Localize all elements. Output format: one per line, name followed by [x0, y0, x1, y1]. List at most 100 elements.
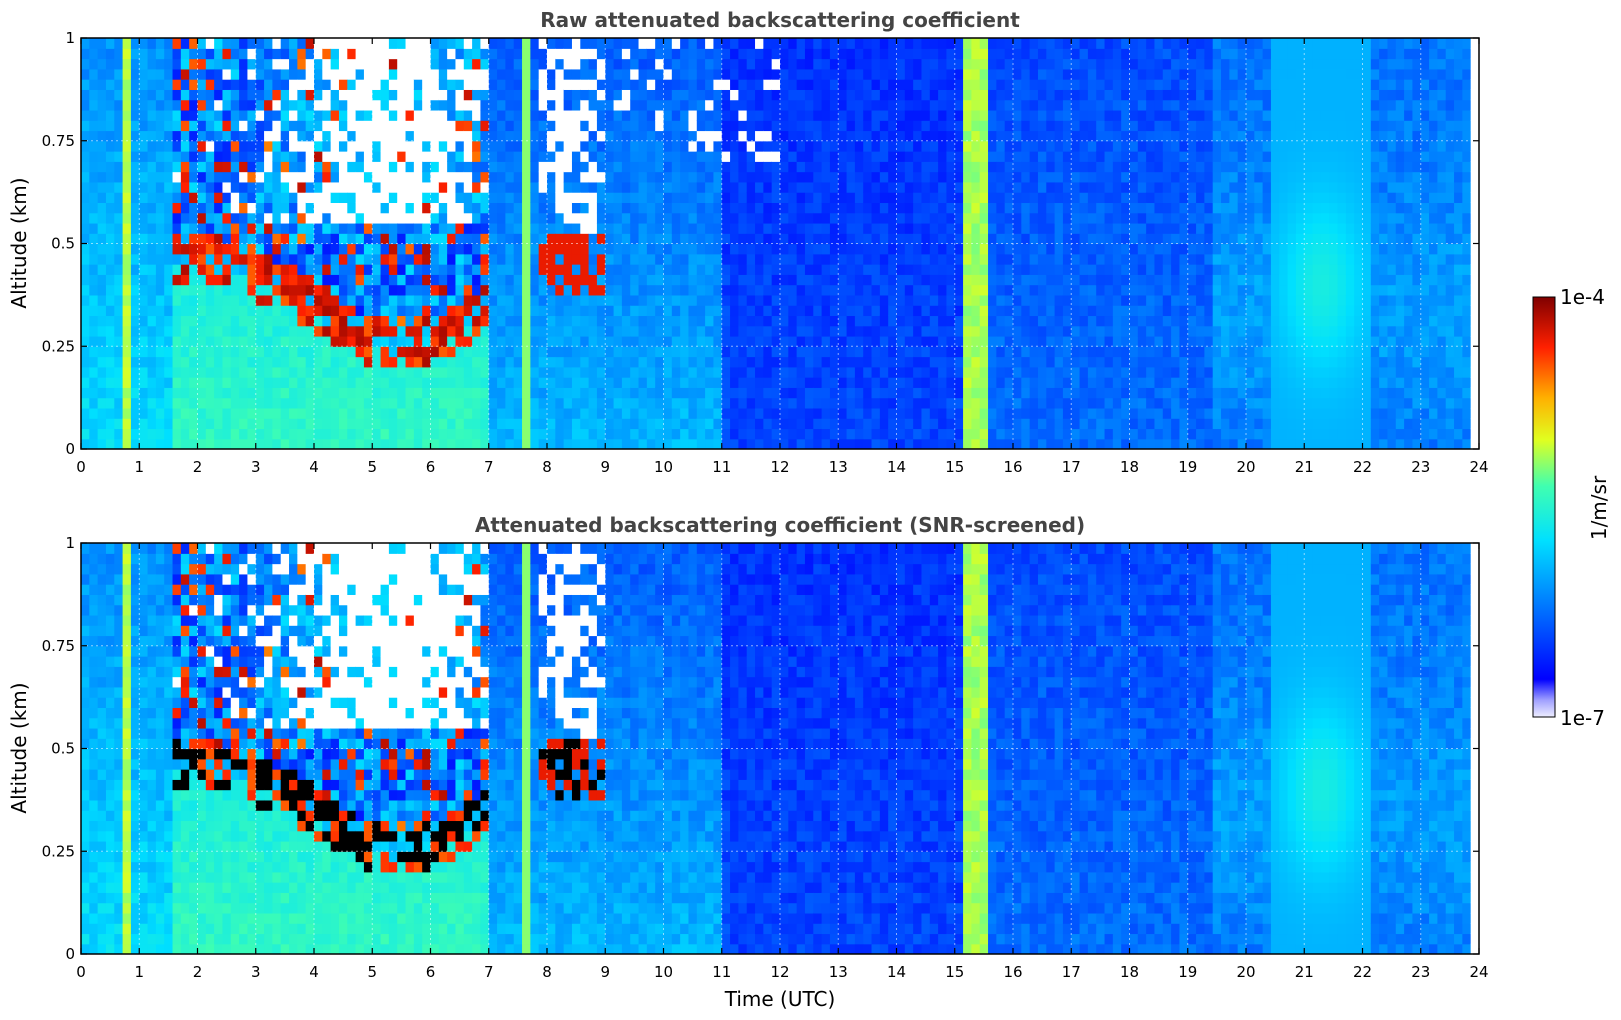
heatmap-cell	[946, 120, 956, 132]
heatmap-cell	[646, 48, 656, 60]
heatmap-cell	[996, 325, 1006, 337]
heatmap-cell	[347, 387, 357, 399]
heatmap-cell	[613, 418, 623, 430]
heatmap-cell	[621, 294, 631, 306]
heatmap-cell	[804, 335, 814, 347]
heatmap-cell	[663, 161, 673, 173]
heatmap-cell	[422, 264, 432, 275]
heatmap-cell	[122, 243, 132, 255]
heatmap-cell	[771, 264, 781, 275]
heatmap-cell	[155, 109, 165, 121]
heatmap-cell	[314, 140, 323, 152]
heatmap-cell	[205, 140, 215, 152]
heatmap-cell	[829, 294, 839, 306]
heatmap-cell	[946, 140, 956, 152]
heatmap-cell	[180, 212, 190, 224]
heatmap-cell	[646, 233, 656, 245]
heatmap-cell	[189, 243, 199, 255]
heatmap-cell	[1004, 377, 1014, 388]
heatmap-cell	[963, 109, 972, 121]
heatmap-cell	[280, 264, 290, 275]
heatmap-cell	[646, 151, 656, 162]
heatmap-cell	[921, 202, 931, 214]
heatmap-cell	[613, 233, 623, 245]
heatmap-cell	[405, 109, 415, 121]
heatmap-cell	[846, 294, 856, 306]
heatmap-cell	[472, 305, 482, 317]
heatmap-cell	[280, 274, 290, 286]
heatmap-cell	[705, 243, 715, 255]
heatmap-cell	[155, 79, 165, 90]
heatmap-cell	[655, 181, 665, 193]
heatmap-cell	[280, 438, 290, 449]
heatmap-cell	[638, 68, 648, 80]
heatmap-cell	[180, 274, 190, 286]
heatmap-cell	[838, 366, 848, 378]
heatmap-cell	[979, 377, 989, 388]
heatmap-cell	[763, 264, 773, 275]
heatmap-cell	[921, 109, 931, 121]
heatmap-cell	[1046, 387, 1056, 399]
heatmap-cell	[547, 387, 556, 399]
heatmap-cell	[239, 212, 249, 224]
heatmap-cell	[1104, 58, 1114, 70]
heatmap-cell	[147, 356, 157, 368]
heatmap-cell	[954, 130, 964, 142]
heatmap-cell	[721, 68, 731, 80]
heatmap-cell	[1029, 305, 1039, 317]
heatmap-cell	[1037, 140, 1047, 152]
heatmap-cell	[588, 418, 598, 430]
heatmap-cell	[688, 233, 698, 245]
heatmap-cell	[1037, 171, 1047, 183]
heatmap-cell	[829, 120, 839, 132]
heatmap-cell	[205, 325, 215, 337]
heatmap-cell	[264, 192, 273, 204]
heatmap-cell	[497, 109, 506, 121]
heatmap-cell	[438, 418, 448, 430]
heatmap-cell	[155, 222, 165, 234]
heatmap-cell	[547, 109, 556, 121]
heatmap-cell	[1079, 397, 1089, 409]
heatmap-cell	[1096, 356, 1106, 368]
heatmap-cell	[1087, 294, 1097, 306]
heatmap-cell	[938, 233, 948, 245]
heatmap-cell	[355, 58, 365, 70]
heatmap-cell	[455, 192, 465, 204]
heatmap-cell	[763, 151, 773, 162]
heatmap-cell	[105, 387, 115, 399]
heatmap-cell	[854, 335, 864, 347]
heatmap-cell	[663, 243, 673, 255]
heatmap-cell	[114, 58, 124, 70]
heatmap-cell	[438, 58, 448, 70]
heatmap-cell	[272, 130, 282, 142]
heatmap-cell	[821, 397, 831, 409]
heatmap-cell	[413, 99, 423, 111]
heatmap-cell	[189, 109, 199, 121]
heatmap-cell	[655, 130, 665, 142]
heatmap-cell	[755, 161, 764, 173]
heatmap-cell	[1004, 181, 1014, 193]
heatmap-cell	[713, 346, 723, 358]
heatmap-cell	[247, 222, 257, 234]
heatmap-cell	[996, 253, 1006, 265]
heatmap-cell	[971, 233, 981, 245]
heatmap-cell	[81, 161, 90, 173]
heatmap-cell	[1013, 377, 1022, 388]
heatmap-cell	[996, 346, 1006, 358]
heatmap-cell	[963, 264, 972, 275]
heatmap-cell	[671, 109, 681, 121]
heatmap-cell	[172, 407, 182, 419]
heatmap-cell	[130, 89, 140, 101]
heatmap-cell	[1037, 48, 1047, 60]
heatmap-cell	[538, 335, 548, 347]
heatmap-cell	[563, 335, 573, 347]
heatmap-cell	[630, 151, 640, 162]
heatmap-cell	[596, 418, 606, 430]
heatmap-cell	[97, 181, 107, 193]
heatmap-cell	[280, 99, 290, 111]
heatmap-cell	[438, 274, 448, 286]
heatmap-cell	[122, 377, 132, 388]
heatmap-cell	[413, 130, 423, 142]
heatmap-cell	[197, 171, 207, 183]
heatmap-cell	[147, 38, 157, 49]
